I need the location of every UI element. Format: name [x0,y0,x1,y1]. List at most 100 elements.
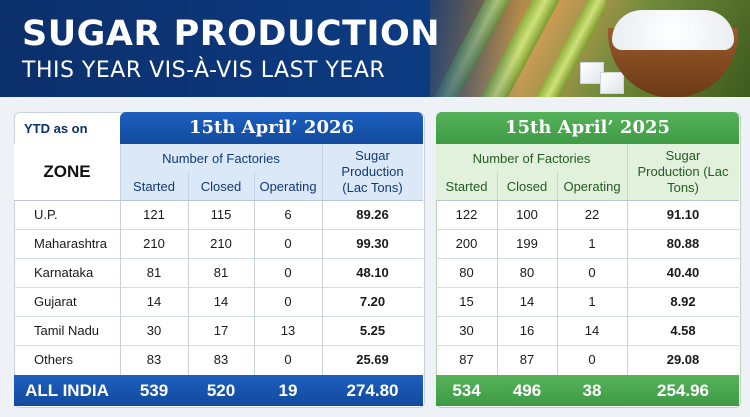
total-cell-2026: 19 [254,375,322,406]
table-cell-2026: 83 [146,352,162,367]
row-divider [436,287,739,288]
zone-name: U.P. [34,207,58,222]
table-cell-2026: 121 [143,207,165,222]
production-header-2025: Sugar Production (Lac Tons) [627,144,739,200]
header-banner: SUGAR PRODUCTION THIS YEAR VIS-À-VIS LAS… [0,0,750,97]
table-cell-2026: 7.20 [359,294,386,309]
column-divider [120,144,121,375]
row-divider [14,316,423,317]
table-cell-2026: 81 [146,265,162,280]
table-cell-2026: 210 [143,236,165,251]
table-cell-2025: 0 [588,265,596,280]
table-cell-2026: 0 [284,294,292,309]
table-cell-2025: 122 [455,207,478,222]
table-cell-2025: 1 [588,294,596,309]
row-divider [14,258,423,259]
row-divider [14,287,423,288]
factories-header-2026: Number of Factories [120,144,322,172]
table-cell-2026: 25.69 [356,352,389,367]
table-cell-2026: 5.25 [359,323,386,338]
table-cell-2025: 100 [516,207,538,222]
table-cell-2026: 6 [284,207,292,222]
row-divider [14,229,423,230]
total-cell-2025: 38 [557,375,627,406]
table-cell-2025: 29.08 [666,352,700,367]
header-divider [14,200,423,201]
subheader-2026-started: Started [120,172,188,200]
column-divider [322,144,323,375]
table-cell-2026: 48.10 [356,265,389,280]
table-cell-2025: 22 [584,207,600,222]
subheader-2025-started: Started [436,172,497,200]
zone-name: Karnataka [34,265,94,280]
table-cell-2026: 14 [146,294,162,309]
table-cell-2026: 0 [284,265,292,280]
table-cell-2025: 8.92 [670,294,696,309]
zone-header: ZONE [14,144,120,200]
table-cell-2025: 15 [459,294,474,309]
zone-name: Others [34,352,74,367]
row-divider [14,345,423,346]
table-cell-2025: 87 [519,352,535,367]
table-cell-2025: 200 [455,236,478,251]
total-cell-2025: 534 [436,375,497,406]
table-cell-2025: 14 [519,294,535,309]
table-cell-2026: 0 [284,236,292,251]
table-cell-2025: 80.88 [666,236,700,251]
zone-name: Gujarat [34,294,77,309]
column-divider [497,172,498,375]
table-cell-2025: 40.40 [666,265,700,280]
row-divider [436,345,739,346]
sugar-pile-image [612,10,734,50]
table-cell-2026: 81 [213,265,229,280]
table-cell-2025: 4.58 [670,323,696,338]
table-cell-2025: 30 [459,323,474,338]
zone-name: Tamil Nadu [34,323,100,338]
subheader-2026-closed: Closed [188,172,254,200]
ytd-label: YTD as on [24,121,88,136]
column-divider [254,172,255,375]
table-cell-2025: 14 [584,323,600,338]
factories-header-2025: Number of Factories [436,144,627,172]
zone-name: Maharashtra [34,236,107,251]
table-cell-2025: 1 [588,236,596,251]
page-subtitle: THIS YEAR VIS-À-VIS LAST YEAR [22,58,386,83]
production-header-2026: Sugar Production (Lac Tons) [322,144,423,200]
table-cell-2026: 210 [210,236,232,251]
row-divider [436,229,739,230]
column-divider [557,172,558,375]
table-cell-2026: 89.26 [356,207,389,222]
table-cell-2025: 80 [459,265,474,280]
total-cell-2025: 254.96 [627,375,739,406]
period-date-2026: 15th April’ 2026 [120,112,423,144]
period-date-2025: 15th April’ 2025 [436,112,739,144]
subheader-2026-operating: Operating [254,172,322,200]
table-cell-2025: 80 [519,265,535,280]
table-cell-2026: 99.30 [356,236,389,251]
total-zone: ALL INDIA [14,375,120,406]
page-title: SUGAR PRODUCTION [22,14,441,54]
column-divider [627,144,628,375]
subheader-2025-operating: Operating [557,172,627,200]
table-cell-2025: 87 [459,352,474,367]
table-cell-2026: 14 [213,294,229,309]
table-cell-2025: 0 [588,352,596,367]
table-cell-2026: 13 [280,323,296,338]
column-divider [188,172,189,375]
total-cell-2026: 274.80 [322,375,423,406]
table-cell-2026: 115 [210,207,232,222]
table-cell-2026: 0 [284,352,292,367]
total-cell-2026: 520 [188,375,254,406]
table-cell-2026: 83 [213,352,229,367]
row-divider [436,316,739,317]
header-divider [436,200,739,201]
total-cell-2026: 539 [120,375,188,406]
table-cell-2025: 16 [519,323,535,338]
table-cell-2026: 30 [146,323,162,338]
subheader-2025-closed: Closed [497,172,557,200]
table-cell-2026: 17 [213,323,229,338]
row-divider [436,258,739,259]
table-cell-2025: 91.10 [666,207,700,222]
table-cell-2025: 199 [516,236,538,251]
total-cell-2025: 496 [497,375,557,406]
